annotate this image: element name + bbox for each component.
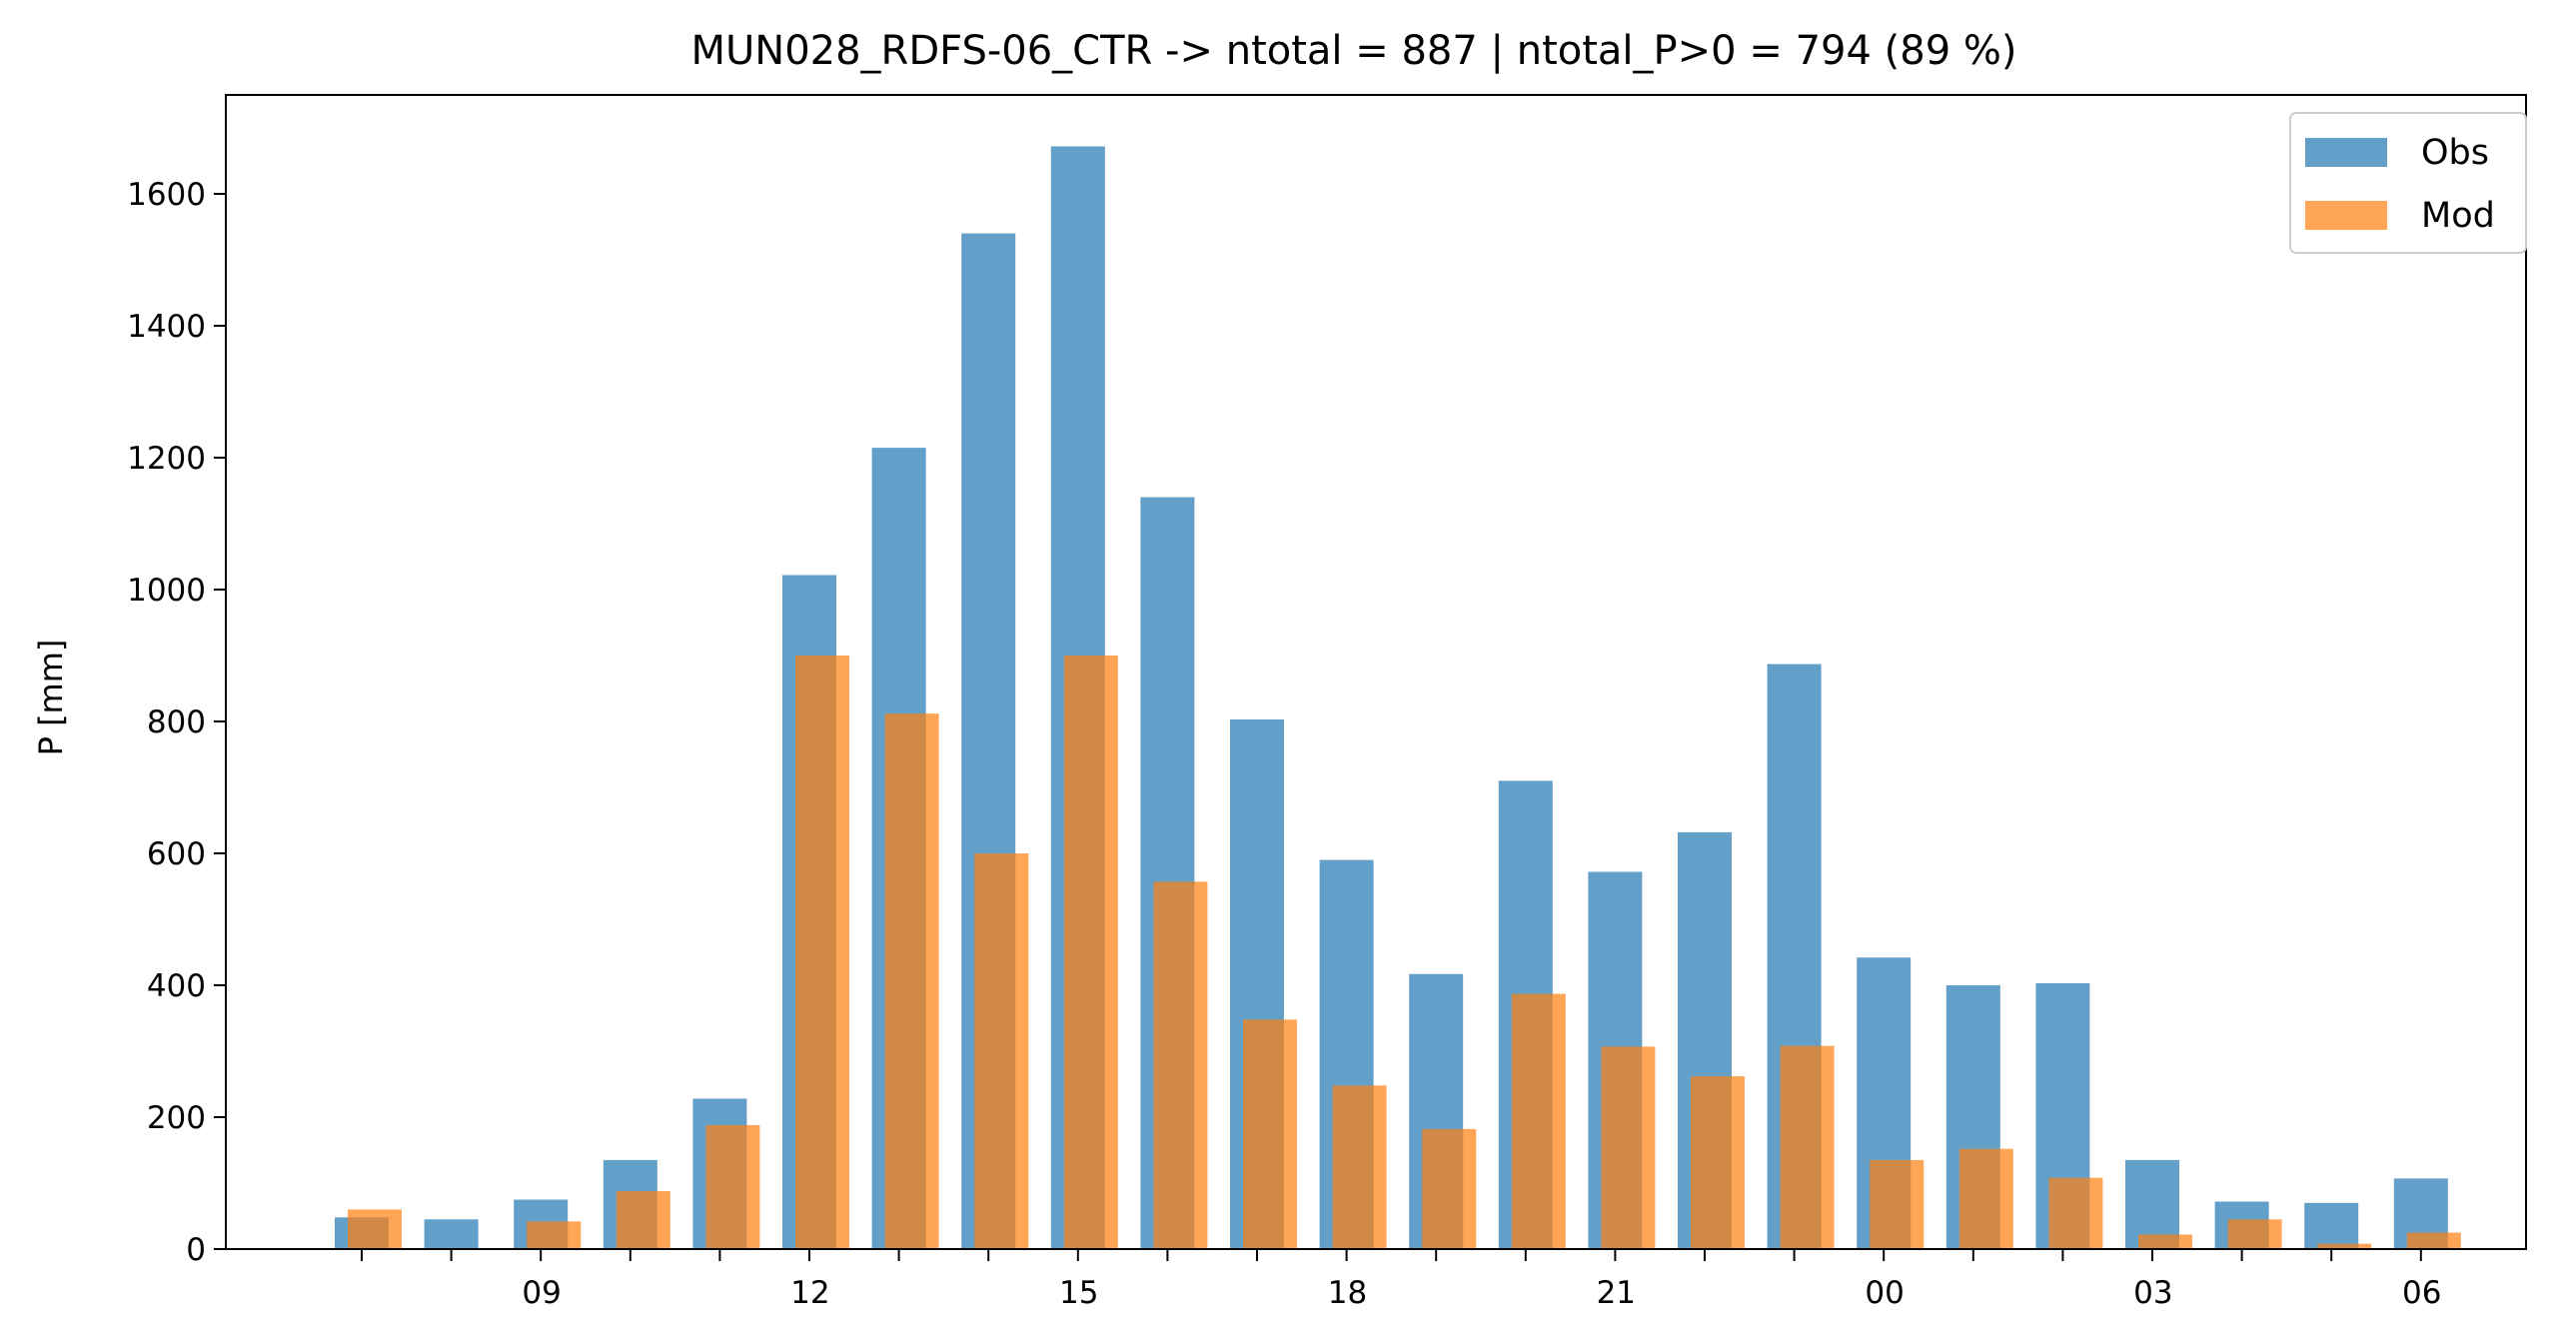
mod-bar-14 <box>884 713 939 1249</box>
y-tick-label-1000: 1000 <box>127 573 206 609</box>
y-tick-label-1600: 1600 <box>127 177 206 213</box>
y-tick-label-200: 200 <box>147 1100 206 1136</box>
y-tick-label-400: 400 <box>147 968 206 1004</box>
mod-bar-11 <box>616 1190 670 1249</box>
x-tick-label-21: 21 <box>1597 1275 1636 1311</box>
chart-title: MUN028_RDFS-06_CTR -> ntotal = 887 | nto… <box>691 28 2017 74</box>
legend-label-obs: Obs <box>2421 133 2489 173</box>
y-tick-label-600: 600 <box>147 836 206 872</box>
mod-bar-04 <box>2138 1234 2192 1249</box>
mod-bar-03 <box>2048 1177 2103 1249</box>
y-axis: 0 200 400 600 800 1000 1200 1400 1600 <box>127 177 226 1268</box>
mod-bar-13 <box>795 656 849 1249</box>
obs-bar-04 <box>2125 1159 2179 1249</box>
legend-swatch-mod <box>2305 201 2387 230</box>
mod-bar-02 <box>1958 1148 2013 1249</box>
x-axis: 09 12 15 18 21 00 03 06 <box>361 1249 2441 1311</box>
y-axis-label: P [mm] <box>32 640 70 756</box>
mod-bar-15 <box>974 853 1029 1249</box>
legend-swatch-obs <box>2305 138 2387 167</box>
mod-bar-19 <box>1332 1085 1387 1249</box>
x-tick-label-00: 00 <box>1865 1275 1904 1311</box>
obs-bar-06 <box>2304 1202 2359 1249</box>
mod-bar-21 <box>1511 993 1566 1249</box>
x-tick-label-18: 18 <box>1328 1275 1367 1311</box>
mod-bar-08 <box>348 1209 402 1249</box>
mod-bar-01 <box>1870 1159 1925 1249</box>
mod-bar-05 <box>2227 1219 2282 1249</box>
x-tick-label-03: 03 <box>2133 1275 2172 1311</box>
mod-bar-10 <box>527 1221 582 1249</box>
x-tick-label-06: 06 <box>2402 1275 2441 1311</box>
plot-frame <box>225 94 2527 1250</box>
mod-bar-16 <box>1063 656 1118 1249</box>
mod-bar-18 <box>1243 1019 1297 1249</box>
obs-bar-09 <box>424 1219 479 1249</box>
mod-bar-06 <box>2317 1243 2372 1249</box>
mod-bar-07 <box>2406 1232 2461 1249</box>
mod-bar-00 <box>1780 1045 1835 1249</box>
x-tick-label-09: 09 <box>522 1275 561 1311</box>
y-tick-label-0: 0 <box>186 1232 206 1268</box>
mod-bar-23 <box>1691 1076 1745 1249</box>
mod-bar-12 <box>705 1124 760 1249</box>
y-tick-label-1200: 1200 <box>127 441 206 477</box>
bars-layer <box>335 146 2461 1250</box>
legend: Obs Mod <box>2289 112 2527 254</box>
x-tick-label-15: 15 <box>1059 1275 1098 1311</box>
mod-bar-20 <box>1422 1128 1477 1249</box>
x-tick-label-12: 12 <box>790 1275 829 1311</box>
legend-label-mod: Mod <box>2421 196 2495 236</box>
mod-bar-22 <box>1601 1046 1656 1249</box>
mod-bar-17 <box>1153 881 1208 1249</box>
y-tick-label-800: 800 <box>147 704 206 740</box>
y-tick-label-1400: 1400 <box>127 309 206 345</box>
